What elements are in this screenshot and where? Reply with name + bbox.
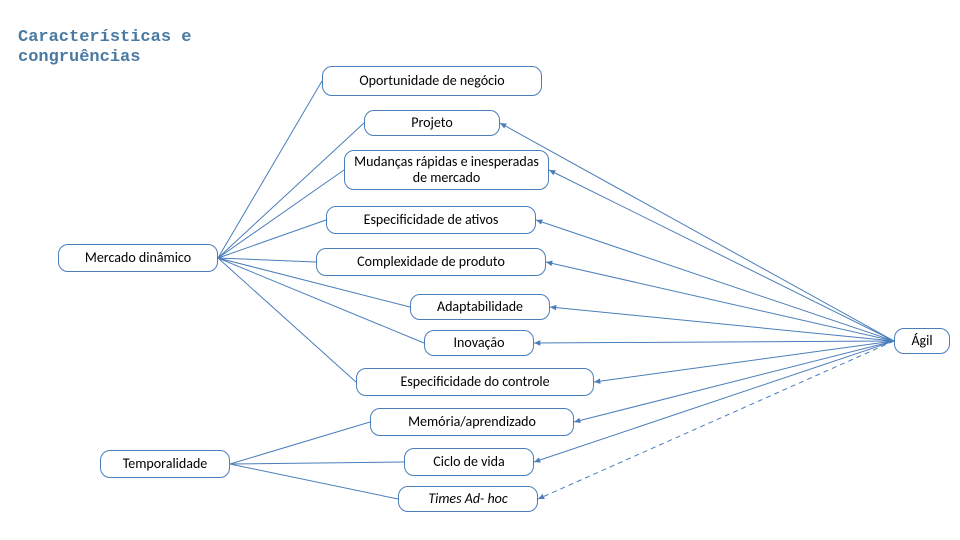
edge-mercadoOut-espAtivos [218,220,326,258]
node-times: Times Ad- hoc [398,486,538,512]
edge-agilSolid-ciclo [534,341,894,462]
edge-agilDashed-times [538,341,894,499]
edge-temporalOut-times [230,464,398,499]
edge-mercadoOut-oportun [218,81,322,258]
node-temporal: Temporalidade [100,450,230,478]
edge-mercadoOut-espCtrl [218,258,356,382]
edge-agilSolid-projeto [500,123,894,341]
node-agil: Ágil [894,328,950,354]
node-espAtivos: Especificidade de ativos [326,206,536,234]
diagram-title: Características e congruências [18,28,191,69]
edge-mercadoOut-projeto [218,123,364,258]
node-projeto: Projeto [364,110,500,136]
edge-agilSolid-adapt [550,307,894,341]
node-label-projeto: Projeto [411,115,452,131]
node-espCtrl: Especificidade do controle [356,368,594,396]
edge-temporalOut-ciclo [230,462,404,464]
edge-mercadoOut-complex [218,258,316,262]
node-adapt: Adaptabilidade [410,294,550,320]
edge-agilSolid-mudancas [549,170,894,341]
edge-agilSolid-memoria [574,341,894,422]
node-label-ciclo: Ciclo de vida [433,454,504,470]
node-label-complex: Complexidade de produto [357,254,505,270]
node-mudancas: Mudanças rápidas e inesperadas de mercad… [344,150,549,190]
node-label-adapt: Adaptabilidade [437,299,523,315]
node-label-inova: Inovação [454,335,505,351]
node-label-times: Times Ad- hoc [428,491,507,507]
diagram-stage: Características e congruências Mercado d… [0,0,960,540]
node-label-mercado: Mercado dinâmico [85,250,191,266]
node-label-espCtrl: Especificidade do controle [400,374,549,390]
edge-agilSolid-complex [546,262,894,341]
edge-agilSolid-espAtivos [536,220,894,341]
node-memoria: Memória/aprendizado [370,408,574,436]
node-mercado: Mercado dinâmico [58,244,218,272]
edge-agilSolid-espCtrl [594,341,894,382]
node-ciclo: Ciclo de vida [404,448,534,476]
node-oportun: Oportunidade de negócio [322,66,542,96]
node-label-agil: Ágil [911,333,932,349]
edge-agilSolid-inova [534,341,894,343]
node-label-espAtivos: Especificidade de ativos [364,212,499,228]
edge-temporalOut-memoria [230,422,370,464]
node-label-oportun: Oportunidade de negócio [359,73,504,89]
node-complex: Complexidade de produto [316,248,546,276]
node-label-memoria: Memória/aprendizado [408,414,536,430]
node-inova: Inovação [424,330,534,356]
node-label-temporal: Temporalidade [123,456,208,472]
node-label-mudancas: Mudanças rápidas e inesperadas de mercad… [351,154,542,186]
